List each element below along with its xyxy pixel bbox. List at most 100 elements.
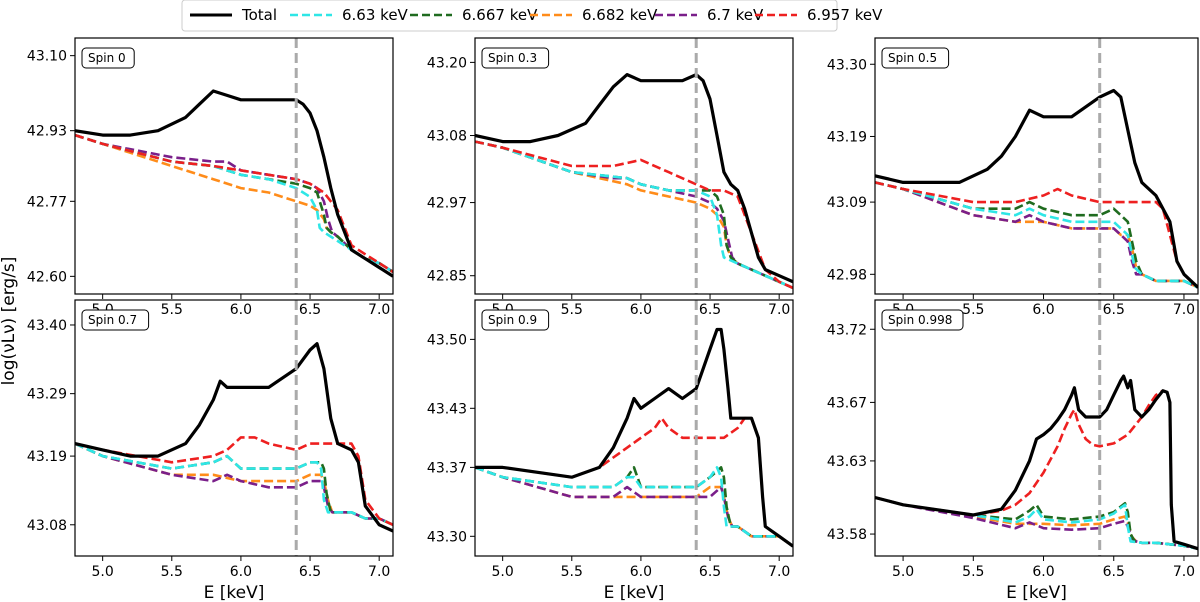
- spin-label: Spin 0.9: [481, 309, 550, 331]
- spin-label-box: [81, 309, 150, 331]
- x-tick-label: 5.5: [161, 564, 183, 580]
- legend-label-s6957: 6.957 keV: [807, 6, 883, 24]
- x-tick-label: 5.5: [561, 302, 583, 318]
- y-tick-label: 43.08: [427, 129, 467, 145]
- spin-label: Spin 0.998: [881, 309, 964, 331]
- legend-entry-s6682: 6.682 keV: [530, 6, 658, 24]
- series-line-total: [475, 72, 793, 284]
- x-axis-title: E [keV]: [204, 583, 265, 602]
- series-line-s663: [75, 442, 393, 526]
- spin-label-text: Spin 0.3: [488, 51, 537, 65]
- y-tick-label: 42.98: [827, 267, 867, 283]
- y-tick-label: 43.67: [827, 395, 867, 411]
- x-tick-label: 7.0: [1173, 302, 1195, 318]
- panel-spin-0-3: 5.05.56.06.57.042.8542.9743.0843.20Spin …: [427, 37, 794, 318]
- x-tick-label: 5.5: [561, 564, 583, 580]
- y-tick-label: 43.19: [827, 129, 867, 145]
- y-tick-label: 43.08: [27, 518, 67, 534]
- y-axis-title: log(νLν) [erg/s]: [0, 257, 19, 386]
- spin-label: Spin 0: [81, 47, 135, 69]
- series-line-s6957: [875, 181, 1198, 289]
- legend-entry-total: Total: [190, 6, 277, 24]
- x-tick-label: 6.0: [630, 302, 652, 318]
- series-line-s663: [475, 140, 793, 290]
- axes-frame: [74, 37, 394, 295]
- spin-label: Spin 0.5: [881, 47, 950, 69]
- y-tick-label: 43.30: [427, 529, 467, 545]
- axes-frame: [474, 299, 794, 557]
- spin-label-box: [481, 47, 550, 69]
- x-tick-label: 7.0: [368, 564, 390, 580]
- y-tick-label: 42.77: [27, 194, 67, 210]
- series-line-s6682: [875, 496, 1198, 550]
- spin-label: Spin 0.3: [481, 47, 550, 69]
- legend-label-s663: 6.63 keV: [342, 6, 409, 24]
- legend-label-s67: 6.7 keV: [707, 6, 764, 24]
- series-line-s67: [75, 442, 393, 526]
- x-tick-label: 6.5: [299, 302, 321, 318]
- x-tick-label: 6.5: [299, 564, 321, 580]
- series-line-s6957: [475, 416, 793, 548]
- x-tick-label: 6.5: [699, 564, 721, 580]
- legend-entry-s6957: 6.957 keV: [755, 6, 883, 24]
- series-group: [875, 374, 1198, 551]
- spin-label-text: Spin 0.5: [888, 51, 937, 65]
- legend-frame: [181, 0, 838, 32]
- spin-label-box: [881, 47, 950, 69]
- y-tick-label: 43.29: [27, 387, 67, 403]
- series-line-s6957: [75, 133, 393, 273]
- x-tick-label: 7.0: [768, 302, 790, 318]
- series-line-s6667: [475, 466, 793, 548]
- series-line-s663: [475, 466, 793, 548]
- x-tick-label: 5.5: [962, 302, 984, 318]
- x-tick-label: 6.5: [1103, 564, 1125, 580]
- series-line-total: [875, 88, 1198, 289]
- x-tick-label: 5.5: [962, 564, 984, 580]
- spin-label-box: [481, 309, 550, 331]
- spin-label-text: Spin 0.9: [488, 313, 537, 327]
- y-tick-label: 42.60: [27, 269, 67, 285]
- x-tick-label: 6.0: [230, 564, 252, 580]
- y-tick-label: 43.50: [427, 332, 467, 348]
- y-tick-label: 43.58: [827, 527, 867, 543]
- panel-spin-0-5: 5.05.56.06.57.042.9843.0943.1943.30Spin …: [827, 37, 1199, 318]
- legend-entry-s6667: 6.667 keV: [410, 6, 538, 24]
- axes-frame: [874, 37, 1199, 295]
- spin-label: Spin 0.7: [81, 309, 150, 331]
- series-group: [75, 89, 393, 278]
- y-tick-label: 43.20: [427, 55, 467, 71]
- panel-grid: 5.0 5.5 6.0 6.5 7.0 42.60 42.77 42.93 43.10 Spin …: [27, 37, 1199, 602]
- legend-entry-s663: 6.63 keV: [290, 6, 409, 24]
- x-tick-label: 5.5: [161, 302, 183, 318]
- series-line-total: [875, 374, 1198, 551]
- panel-spin-0-998: 5.0 5.5 6.0 6.5 7.0 43.58 43.63 43.67 43.72 Spin …: [827, 299, 1199, 602]
- series-line-s6682: [475, 466, 793, 548]
- y-tick-label: 43.37: [427, 460, 467, 476]
- y-tick-label: 43.63: [827, 454, 867, 470]
- legend-label-s6682: 6.682 keV: [582, 6, 658, 24]
- series-group: [75, 342, 393, 533]
- series-line-s663: [875, 181, 1198, 289]
- spin-label-box: [881, 309, 964, 331]
- panel-spin-0-7: 5.0 5.5 6.0 6.5 7.0 43.08 43.19 43.29 43.40 Spin …: [27, 299, 394, 602]
- y-tick-label: 42.97: [427, 196, 467, 212]
- spin-label-box: [81, 47, 135, 69]
- y-tick-label: 43.40: [27, 318, 67, 334]
- x-tick-label: 5.0: [492, 564, 514, 580]
- y-tick-label: 42.85: [427, 269, 467, 285]
- x-tick-label: 6.0: [630, 564, 652, 580]
- panel-spin-0: 5.05.56.06.57.042.6042.7742.9343.10Spin …: [27, 37, 394, 318]
- series-line-s663: [875, 496, 1198, 550]
- spin-label-text: Spin 0: [88, 51, 126, 65]
- legend-entry-s67: 6.7 keV: [655, 6, 764, 24]
- x-tick-label: 5.0: [92, 564, 114, 580]
- axes-frame: [874, 299, 1199, 557]
- y-tick-label: 43.30: [827, 57, 867, 73]
- series-line-s67: [75, 133, 393, 273]
- series-line-s6667: [75, 133, 393, 273]
- spin-label-text: Spin 0.998: [888, 313, 952, 327]
- x-tick-label: 5.0: [892, 564, 914, 580]
- axes-frame: [74, 299, 394, 557]
- y-tick-label: 43.43: [427, 401, 467, 417]
